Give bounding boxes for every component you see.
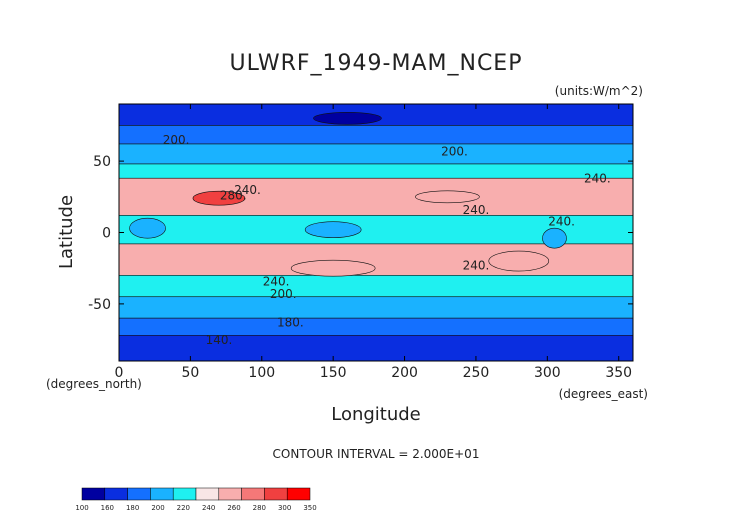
latitude-band	[119, 125, 633, 145]
x-tick-label: 150	[320, 365, 347, 381]
contour-interval: CONTOUR INTERVAL = 2.000E+01	[273, 447, 480, 461]
y-axis-ticks: 50 0 -50	[88, 154, 633, 313]
y-tick-label: -50	[88, 297, 111, 313]
colorbar-tick-label: 100	[75, 504, 88, 512]
y-tick-label: 0	[102, 226, 111, 242]
colorbar-tick-label: 200	[151, 504, 164, 512]
contour-label: 240.	[463, 259, 490, 273]
field-feature	[488, 250, 550, 272]
colorbar-tick-label: 180	[126, 504, 139, 512]
colorbar-tick-label: 350	[303, 504, 316, 512]
field-feature	[542, 227, 567, 249]
colorbar-swatch	[104, 487, 128, 501]
field-features	[129, 111, 567, 277]
colorbar-swatch	[264, 487, 288, 501]
field-feature	[304, 221, 362, 238]
contour-labels: 200.200.280.240.240.240.240.240.240.200.…	[163, 133, 611, 347]
contour-label: 240.	[234, 183, 261, 197]
latitude-band	[119, 163, 633, 179]
field-feature	[313, 111, 382, 125]
colorbar-swatch	[81, 487, 106, 501]
chart-title: ULWRF_1949-MAM_NCEP	[230, 51, 523, 76]
colorbar-tick-label: 160	[101, 504, 114, 512]
contour-label: 200.	[163, 133, 190, 147]
contour-label: 140.	[206, 333, 233, 347]
colorbar: 100 160 180 200 220 240 260 280 300 350	[75, 487, 317, 512]
latitude-band	[119, 275, 633, 298]
x-axis-title: Longitude	[331, 404, 421, 425]
field-feature	[415, 190, 480, 204]
contour-label: 240.	[263, 274, 290, 288]
x-tick-label: 100	[248, 365, 275, 381]
field-feature	[129, 217, 166, 239]
latitude-band	[119, 334, 633, 361]
latitude-band	[119, 143, 633, 165]
colorbar-swatch	[286, 487, 311, 501]
colorbar-swatch	[218, 487, 242, 501]
contour-label: 200.	[441, 144, 468, 158]
y-axis-title: Latitude	[56, 195, 77, 269]
x-unit-note: (degrees_east)	[559, 387, 648, 401]
colorbar-tick-label: 240	[202, 504, 215, 512]
contour-label: 240.	[548, 214, 575, 228]
x-tick-label: 0	[115, 365, 124, 381]
latitude-band	[119, 243, 633, 276]
x-tick-label: 200	[391, 365, 418, 381]
latitude-bands	[119, 104, 633, 361]
colorbar-tick-label: 280	[253, 504, 266, 512]
colorbar-swatch	[127, 487, 151, 501]
x-tick-label: 350	[605, 365, 632, 381]
latitude-band	[119, 317, 633, 336]
contour-label: 240.	[463, 203, 490, 217]
field-feature	[290, 259, 376, 277]
field-feature	[192, 190, 246, 206]
colorbar-swatch	[241, 487, 265, 501]
colorbar-swatch	[195, 487, 220, 501]
contour-label: 180.	[277, 316, 304, 330]
x-tick-label: 50	[181, 365, 199, 381]
x-tick-label: 300	[534, 365, 561, 381]
colorbar-tick-label: 260	[227, 504, 240, 512]
colorbar-tick-label: 220	[177, 504, 190, 512]
x-tick-label: 250	[463, 365, 490, 381]
colorbar-swatch	[172, 487, 197, 501]
colorbar-tick-label: 300	[278, 504, 291, 512]
plot-area: 200.200.280.240.240.240.240.240.240.200.…	[118, 103, 634, 362]
colorbar-swatch	[150, 487, 174, 501]
y-unit-note: (degrees_north)	[46, 377, 142, 391]
contour-label: 240.	[584, 172, 611, 186]
units-label: (units:W/m^2)	[555, 84, 643, 98]
contour-label: 280.	[220, 189, 247, 203]
y-tick-label: 50	[93, 154, 111, 170]
latitude-band	[119, 296, 633, 319]
x-axis-ticks: 0 50 100 150 200 250 300 350	[115, 104, 632, 381]
contour-label: 200.	[270, 287, 297, 301]
